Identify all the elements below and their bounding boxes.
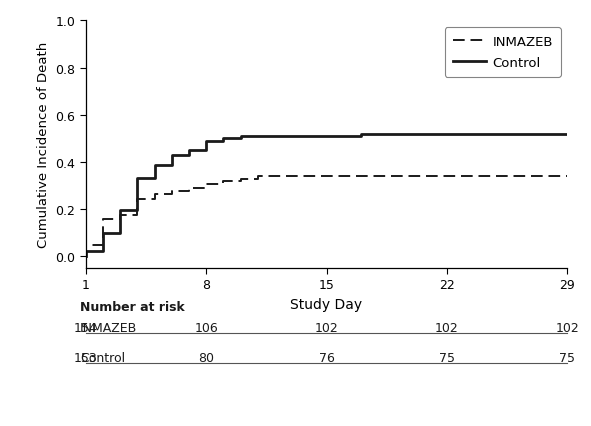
Text: 102: 102 (556, 322, 579, 334)
Text: 154: 154 (74, 322, 98, 334)
Y-axis label: Cumulative Incidence of Death: Cumulative Incidence of Death (37, 42, 50, 248)
Text: 102: 102 (435, 322, 459, 334)
Text: Control: Control (80, 351, 125, 364)
Text: 102: 102 (314, 322, 339, 334)
Text: Number at risk: Number at risk (80, 300, 184, 313)
X-axis label: Study Day: Study Day (290, 297, 363, 311)
Legend: INMAZEB, Control: INMAZEB, Control (445, 28, 561, 78)
Text: INMAZEB: INMAZEB (80, 322, 137, 334)
Text: 75: 75 (559, 351, 576, 364)
Text: 153: 153 (74, 351, 98, 364)
Text: 76: 76 (319, 351, 335, 364)
Text: 80: 80 (198, 351, 214, 364)
Text: 75: 75 (439, 351, 455, 364)
Text: 106: 106 (194, 322, 218, 334)
